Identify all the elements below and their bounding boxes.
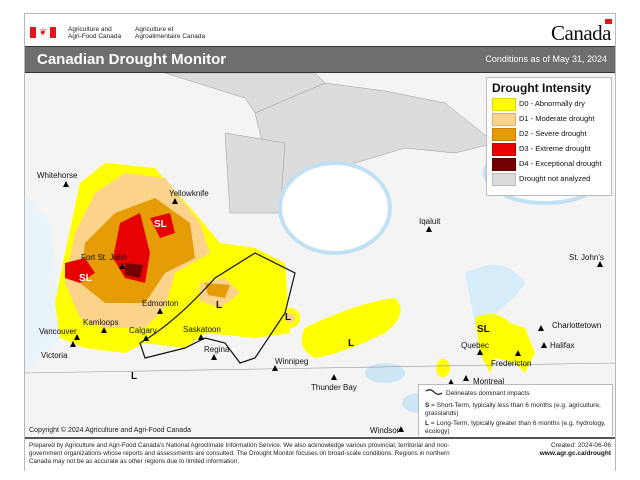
- city-label-saskatoon: Saskatoon: [183, 325, 221, 334]
- title-bar: Canadian Drought Monitor Conditions as o…: [25, 46, 615, 73]
- created-date: Created: 2024-06-06: [551, 442, 611, 449]
- city-label-iqaluit: Iqaluit: [419, 217, 441, 226]
- city-marker-icon: [63, 181, 69, 187]
- legend-item-d0: D0 - Abnormally dry: [492, 98, 610, 111]
- city-marker-icon: [70, 341, 76, 347]
- impact-marker-l: L: [216, 300, 223, 311]
- city-label-calgary: Calgary: [129, 326, 157, 335]
- city-marker-icon: [198, 334, 204, 340]
- impact-marker-l: L: [348, 338, 355, 349]
- city-label-windsor: Windsor: [370, 426, 400, 435]
- city-marker-icon: [541, 342, 547, 348]
- swatch-not-analyzed: [492, 173, 516, 186]
- city-label-fort-st-john: Fort St. John: [81, 253, 127, 262]
- legend-item-d1: D1 - Moderate drought: [492, 113, 610, 126]
- legend-item-d4: D4 - Exceptional drought: [492, 158, 610, 171]
- city-label-victoria: Victoria: [41, 351, 68, 360]
- city-label-st-johns: St. John's: [569, 253, 604, 262]
- impact-marker-l: L: [131, 371, 138, 382]
- drought-intensity-legend: Drought Intensity D0 - Abnormally dry D1…: [486, 77, 612, 196]
- city-label-winnipeg: Winnipeg: [275, 357, 309, 366]
- legend-item-d3: D3 - Extreme drought: [492, 143, 610, 156]
- city-marker-icon: [74, 334, 80, 340]
- city-marker-icon: [157, 308, 163, 314]
- impact-marker-sl: SL: [154, 219, 167, 230]
- city-marker-icon: [597, 261, 603, 267]
- city-marker-icon: [272, 365, 278, 371]
- city-label-vancouver: Vancouver: [39, 327, 77, 336]
- conditions-date: Conditions as of May 31, 2024: [485, 54, 607, 64]
- impact-marker-sl: SL: [477, 324, 490, 335]
- impact-types-legend: Delineates dominant impacts S = Short-Te…: [418, 384, 613, 436]
- city-label-montreal: Montreal: [473, 377, 505, 386]
- city-label-halifax: Halifax: [550, 341, 575, 350]
- swatch-d4: [492, 158, 516, 171]
- city-marker-icon: [172, 198, 178, 204]
- footer: Prepared by Agriculture and Agri-Food Ca…: [25, 437, 615, 472]
- canada-wordmark: Canada: [551, 19, 612, 45]
- city-marker-icon: [426, 226, 432, 232]
- impact-line-icon: [425, 389, 443, 395]
- department-name-en: Agriculture and Agri-Food Canada: [68, 26, 122, 40]
- swatch-d1: [492, 113, 516, 126]
- government-header: ❦ Agriculture and Agri-Food Canada Agricu…: [25, 14, 615, 46]
- city-marker-icon: [143, 335, 149, 341]
- city-label-fredericton: Fredericton: [491, 359, 532, 368]
- copyright-notice: Copyright © 2024 Agriculture and Agri-Fo…: [29, 427, 191, 434]
- impact-marker-sl: SL: [79, 273, 92, 284]
- short-term-description: S = Short-Term, typically less than 6 mo…: [425, 402, 601, 417]
- swatch-d2: [492, 128, 516, 141]
- city-marker-icon: [477, 349, 483, 355]
- page-title: Canadian Drought Monitor: [37, 51, 227, 68]
- city-marker-icon: [448, 379, 454, 385]
- canada-flag-icon: ❦: [30, 27, 56, 38]
- city-label-kamloops: Kamloops: [83, 318, 119, 327]
- legend-item-d2: D2 - Severe drought: [492, 128, 610, 141]
- long-term-description: L = Long-Term, typically greater than 6 …: [425, 420, 606, 435]
- impact-marker-l: L: [285, 312, 292, 323]
- city-label-regina: Regina: [204, 345, 230, 354]
- city-marker-icon: [211, 354, 217, 360]
- city-label-yellowknife: Yellowknife: [169, 189, 209, 198]
- city-marker-icon: [515, 350, 521, 356]
- city-marker-icon: [101, 327, 107, 333]
- city-label-thunder-bay: Thunder Bay: [311, 383, 357, 392]
- city-marker-icon: [398, 426, 404, 432]
- city-label-whitehorse: Whitehorse: [37, 171, 78, 180]
- city-label-quebec: Quebec: [461, 341, 490, 350]
- city-marker-icon: [331, 374, 337, 380]
- legend-item-not-analyzed: Drought not analyzed: [492, 173, 610, 186]
- drought-monitor-frame: ❦ Agriculture and Agri-Food Canada Agricu…: [24, 13, 616, 472]
- wordmark-flag-icon: [605, 19, 612, 24]
- footer-notes: Prepared by Agriculture and Agri-Food Ca…: [29, 442, 450, 465]
- swatch-d3: [492, 143, 516, 156]
- city-label-charlottetown: Charlottetown: [552, 321, 602, 330]
- city-marker-icon: [538, 325, 544, 331]
- department-name-fr: Agriculture et Agroalimentaire Canada: [135, 26, 206, 40]
- city-marker-icon: [119, 263, 125, 269]
- legend-title: Drought Intensity: [492, 81, 592, 95]
- city-label-edmonton: Edmonton: [142, 299, 179, 308]
- swatch-d0: [492, 98, 516, 111]
- drought-url-link[interactable]: www.agr.gc.ca/drought: [539, 450, 611, 457]
- city-marker-icon: [463, 375, 469, 381]
- drought-map: Whitehorse Yellowknife Iqaluit Fort St. …: [25, 73, 615, 436]
